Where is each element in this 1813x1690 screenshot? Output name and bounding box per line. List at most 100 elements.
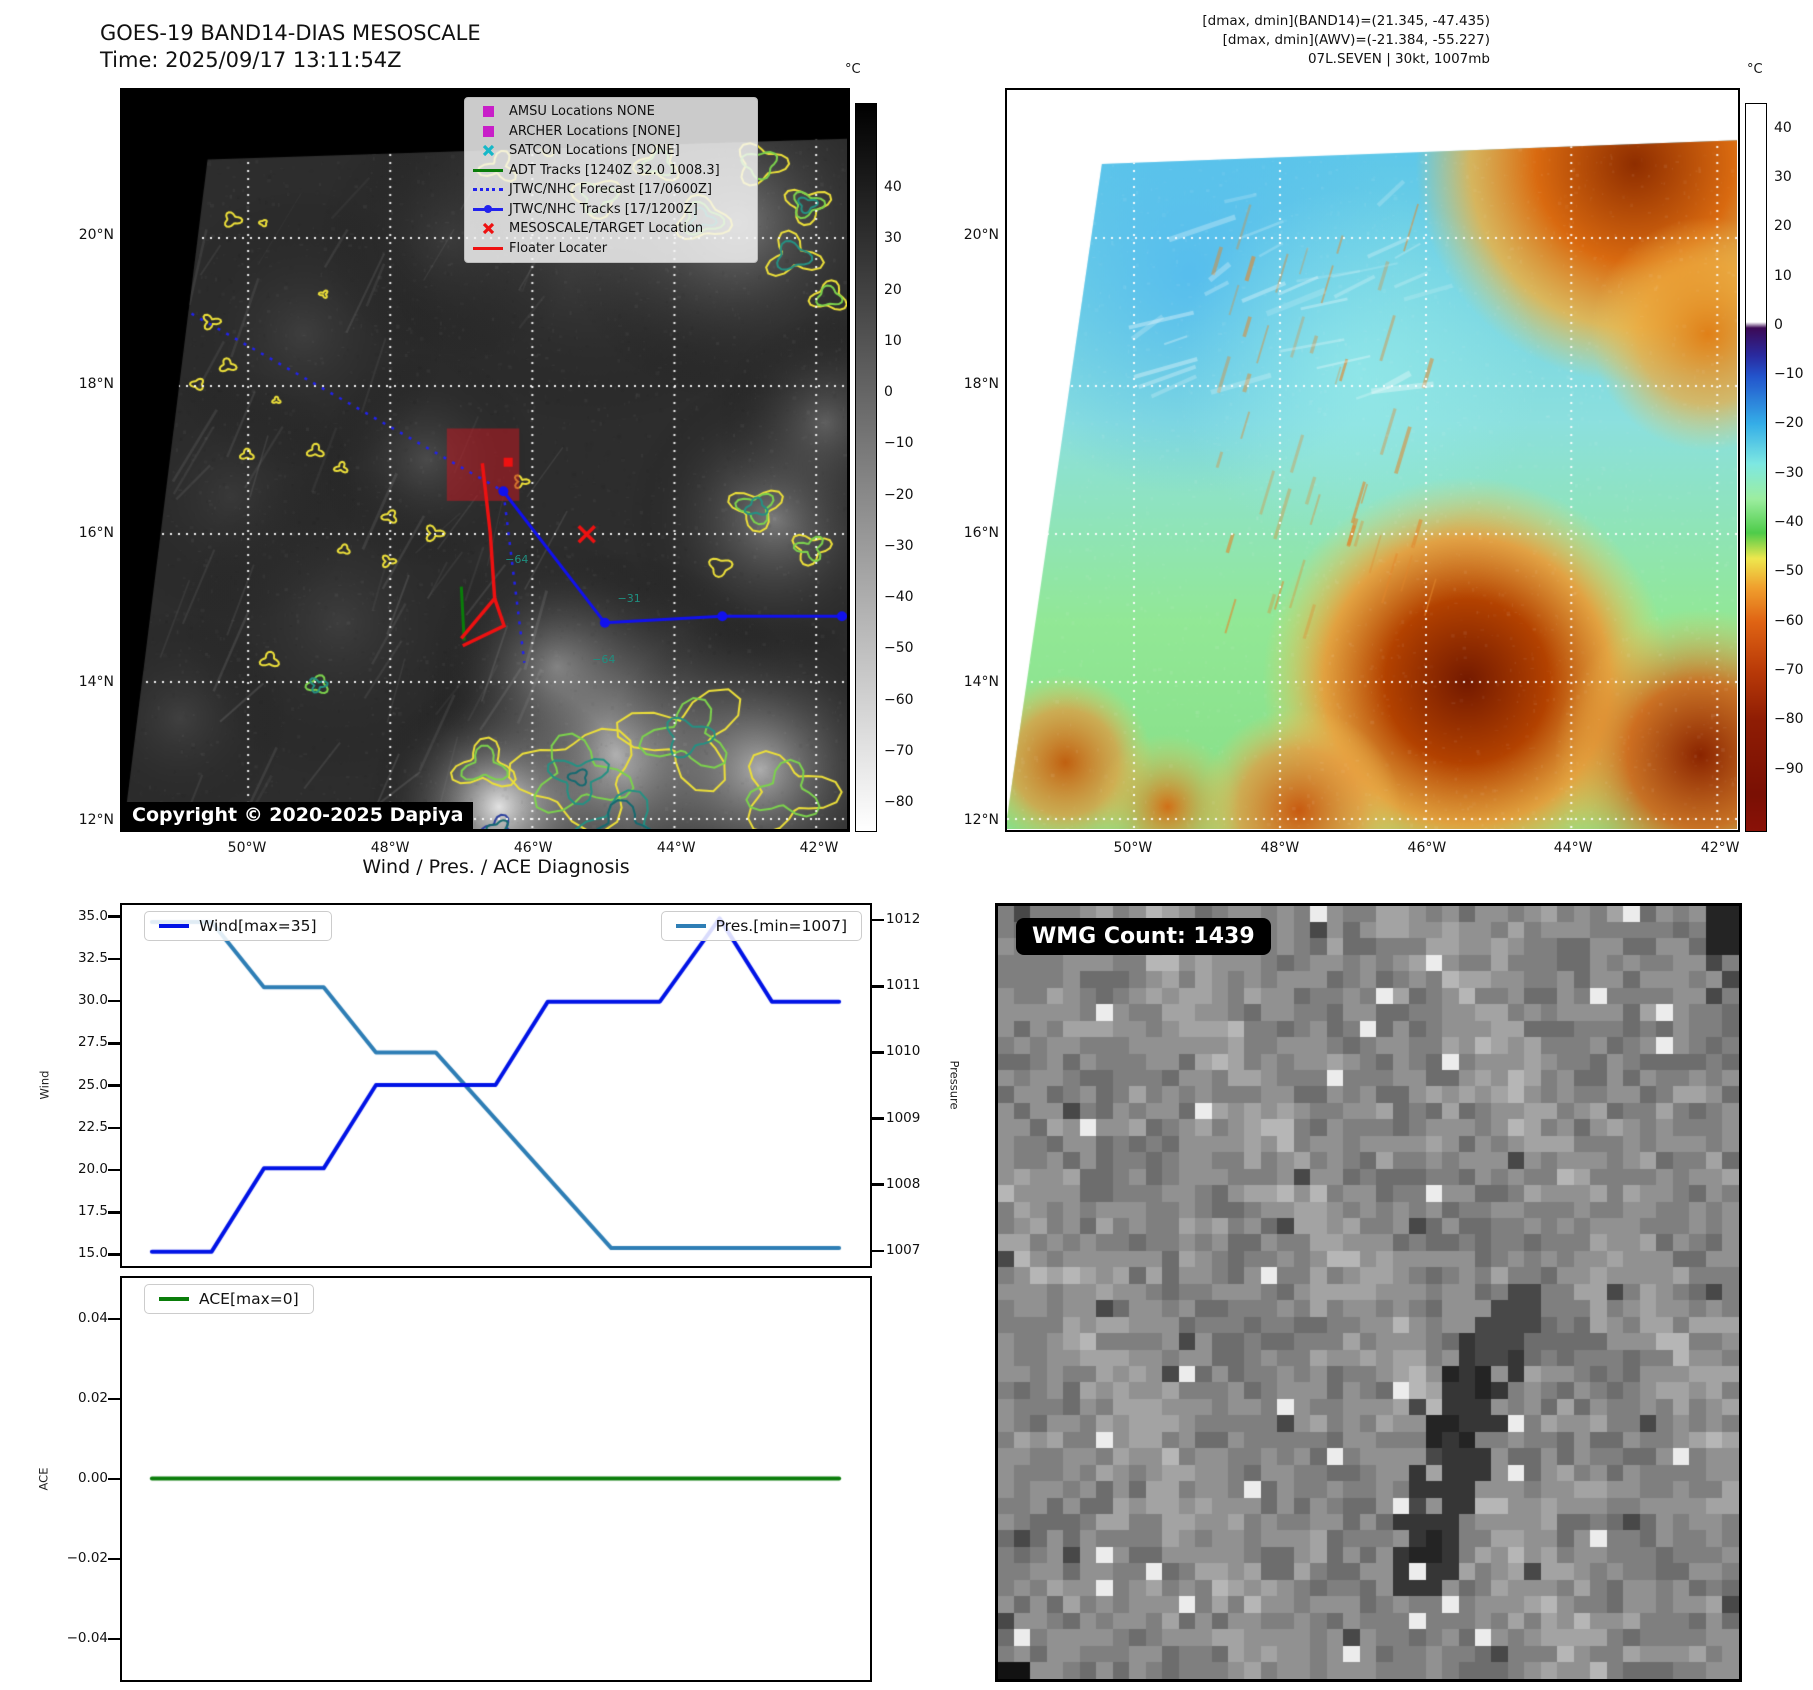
- satellite-title: GOES-19 BAND14-DIAS MESOSCALE: [100, 21, 481, 45]
- ace-ytick: 0.02: [77, 1390, 108, 1407]
- band14-colorbar-tick: 10: [884, 332, 902, 349]
- band14-colorbar-tick: 30: [884, 230, 902, 247]
- legend-line-swatch: [675, 924, 706, 928]
- lat-tick: 14°N: [963, 673, 999, 690]
- tick-mark: [108, 1317, 120, 1321]
- tick-mark: [108, 1042, 120, 1045]
- ace-line-canvas: [122, 1278, 869, 1679]
- ace-chart: ACE[max=0]: [120, 1276, 872, 1682]
- map-legend-label: ARCHER Locations [NONE]: [509, 123, 681, 139]
- lon-tick: 42°W: [799, 840, 839, 856]
- pressure-ytick: 1011: [886, 977, 921, 994]
- tick-mark: [872, 1051, 884, 1054]
- awv-satellite-canvas: [1007, 90, 1737, 829]
- pressure-ytick: 1007: [886, 1241, 921, 1258]
- wind-ytick: 30.0: [77, 992, 108, 1008]
- awv-colorbar-tick: −60: [1774, 612, 1804, 629]
- tick-mark: [108, 915, 120, 918]
- pressure-ytick: 1009: [886, 1109, 921, 1126]
- awv-colorbar-tick: 30: [1774, 168, 1792, 185]
- lon-tick: 50°W: [227, 840, 267, 856]
- wind-pressure-chart: Wind[max=35] Pres.[min=1007]: [120, 903, 872, 1268]
- awv-colorbar-tick: −40: [1774, 514, 1804, 530]
- line-dot-marker-icon: [467, 205, 509, 213]
- tick-mark: [108, 1397, 120, 1401]
- awv-colorbar-tick: 10: [1774, 267, 1792, 284]
- map-legend: AMSU Locations NONE ARCHER Locations [NON…: [464, 97, 758, 263]
- tick-mark: [872, 918, 884, 922]
- lon-tick: 46°W: [1407, 840, 1447, 856]
- awv-colorbar-tick: −80: [1774, 711, 1804, 728]
- tick-mark: [108, 957, 120, 961]
- legend-label: ACE[max=0]: [199, 1290, 299, 1308]
- x-marker-icon: [467, 144, 509, 157]
- wind-axis-label: Wind: [37, 1070, 52, 1100]
- wind-ytick: 17.5: [77, 1203, 108, 1220]
- dotted-marker-icon: [467, 188, 509, 192]
- lon-tick: 46°W: [513, 840, 553, 856]
- wind-ytick: 25.0: [77, 1076, 108, 1093]
- tick-mark: [108, 1253, 120, 1256]
- band14-colorbar-tick: −30: [884, 537, 914, 554]
- tick-mark: [872, 1117, 884, 1120]
- x-marker-icon: [467, 222, 509, 235]
- lat-tick: 16°N: [963, 524, 999, 541]
- wind-ytick: 35.0: [77, 907, 108, 924]
- series-legend: Pres.[min=1007]: [660, 911, 862, 941]
- pressure-ytick: 1010: [886, 1043, 921, 1060]
- contour-value-label: −64: [505, 552, 529, 566]
- lon-tick: 44°W: [1553, 840, 1593, 856]
- square-marker-icon: [467, 125, 509, 137]
- time-label: Time: 2025/09/17 13:11:54Z: [100, 48, 402, 72]
- tick-mark: [872, 985, 884, 988]
- band14-colorbar-tick: −40: [884, 589, 914, 605]
- figure-title: GOES-19 BAND14-DIAS MESOSCALE Time: 2025…: [100, 20, 481, 74]
- band14-colorbar-tick: −50: [884, 640, 914, 657]
- map-legend-label: JTWC/NHC Forecast [17/0600Z]: [509, 182, 712, 198]
- lat-tick: 14°N: [78, 673, 114, 690]
- info-awv: [dmax, dmin](AWV)=(-21.384, -55.227): [1222, 32, 1490, 48]
- wind-ytick: 32.5: [77, 949, 108, 966]
- map-legend-item: SATCON Locations [NONE]: [467, 141, 751, 161]
- band14-colorbar-tick: −20: [884, 486, 914, 503]
- awv-colorbar-tick: −20: [1774, 415, 1804, 432]
- lon-tick: 42°W: [1700, 840, 1740, 856]
- ace-ytick: 0.00: [77, 1470, 108, 1486]
- legend-line-swatch: [159, 924, 189, 928]
- wmg-pixel-canvas: [998, 906, 1739, 1679]
- map-legend-label: JTWC/NHC Tracks [17/1200Z]: [509, 201, 698, 217]
- band14-colorbar-tick: −70: [884, 742, 914, 759]
- band14-colorbar-unit: °C: [845, 62, 861, 77]
- band14-colorbar-tick: 0: [884, 384, 893, 400]
- band14-colorbar-tick: −60: [884, 691, 914, 708]
- lat-tick: 18°N: [963, 375, 999, 392]
- series-legend: ACE[max=0]: [144, 1284, 314, 1314]
- lat-tick: 20°N: [963, 227, 999, 244]
- square-marker-icon: [467, 106, 509, 118]
- wind-ytick: 20.0: [77, 1160, 108, 1177]
- dmax-dmin-info: [dmax, dmin](BAND14)=(21.345, -47.435) […: [1202, 12, 1490, 69]
- tick-mark: [108, 1211, 120, 1214]
- map-legend-item: Floater Locater: [467, 239, 751, 259]
- tick-mark: [108, 1084, 120, 1087]
- map-legend-label: ADT Tracks [1240Z 32.0 1008.3]: [509, 162, 720, 178]
- wind-pressure-lines-canvas: [122, 905, 869, 1265]
- awv-colorbar-tick: 20: [1774, 218, 1792, 235]
- band14-colorbar-tick: −80: [884, 794, 914, 810]
- tick-mark: [108, 1557, 120, 1561]
- map-legend-item: ARCHER Locations [NONE]: [467, 122, 751, 142]
- pressure-ytick: 1012: [886, 911, 921, 928]
- lat-tick: 18°N: [78, 375, 114, 392]
- lat-tick: 12°N: [963, 812, 999, 829]
- map-legend-item: JTWC/NHC Forecast [17/0600Z]: [467, 180, 751, 200]
- map-legend-label: AMSU Locations NONE: [509, 104, 655, 120]
- map-legend-item: JTWC/NHC Tracks [17/1200Z]: [467, 200, 751, 220]
- band14-colorbar: [855, 103, 877, 832]
- lat-tick: 12°N: [78, 812, 114, 829]
- awv-colorbar-tick: −70: [1774, 661, 1804, 678]
- map-legend-item: AMSU Locations NONE: [467, 102, 751, 122]
- lat-tick: 16°N: [78, 524, 114, 541]
- series-legend: Wind[max=35]: [144, 911, 332, 941]
- lon-tick: 44°W: [656, 840, 696, 856]
